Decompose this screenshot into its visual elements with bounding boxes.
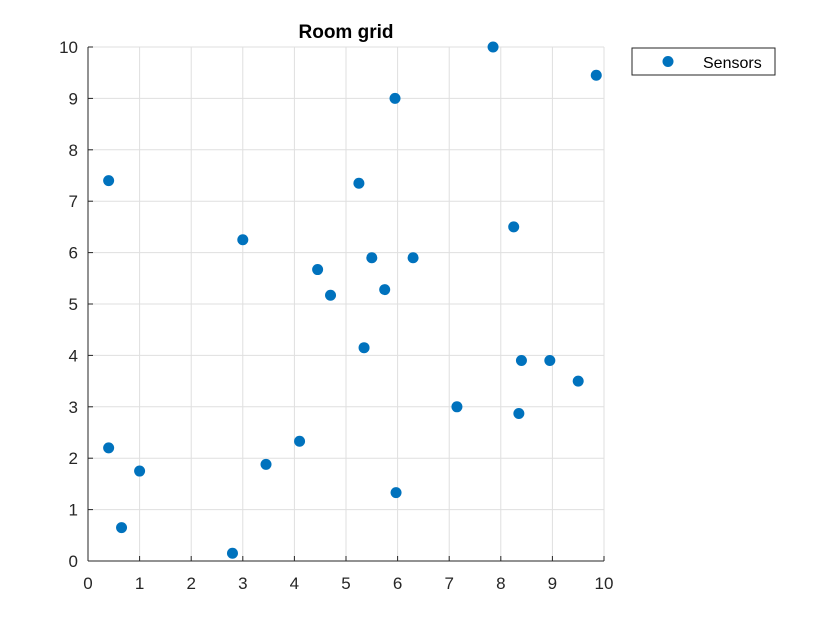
data-point-17 <box>451 401 463 413</box>
x-tick-label-5: 5 <box>341 574 350 593</box>
data-point-12 <box>366 252 378 264</box>
data-point-14 <box>389 92 401 104</box>
data-point-20 <box>513 407 525 419</box>
x-tick-label-0: 0 <box>83 574 92 593</box>
y-tick-label-10: 10 <box>59 38 78 57</box>
data-point-21 <box>515 355 527 367</box>
chart-title: Room grid <box>299 22 394 43</box>
y-tick-label-9: 9 <box>69 89 78 108</box>
y-tick-label-7: 7 <box>69 192 78 211</box>
data-point-3 <box>134 465 146 477</box>
y-tick-label-1: 1 <box>69 501 78 520</box>
x-tick-label-10: 10 <box>595 574 614 593</box>
data-point-19 <box>508 221 520 233</box>
data-point-8 <box>312 264 324 276</box>
data-point-13 <box>379 284 391 296</box>
data-point-9 <box>325 289 337 301</box>
data-point-22 <box>544 355 556 367</box>
x-tick-label-7: 7 <box>444 574 453 593</box>
data-point-2 <box>116 522 128 534</box>
x-tick-label-1: 1 <box>135 574 144 593</box>
legend: Sensors <box>631 47 776 76</box>
data-point-0 <box>103 175 115 187</box>
data-point-16 <box>407 252 419 264</box>
data-point-6 <box>260 458 272 470</box>
y-tick-label-0: 0 <box>69 552 78 571</box>
y-tick-label-2: 2 <box>69 449 78 468</box>
data-point-5 <box>237 234 249 246</box>
data-point-15 <box>390 487 402 499</box>
data-point-18 <box>487 41 499 53</box>
y-tick-label-8: 8 <box>69 141 78 160</box>
x-tick-label-3: 3 <box>238 574 247 593</box>
x-tick-label-4: 4 <box>290 574 299 593</box>
x-tick-label-2: 2 <box>186 574 195 593</box>
data-point-1 <box>103 442 115 454</box>
x-tick-label-8: 8 <box>496 574 505 593</box>
x-tick-label-9: 9 <box>548 574 557 593</box>
data-point-10 <box>353 177 365 189</box>
y-tick-label-6: 6 <box>69 244 78 263</box>
y-tick-label-5: 5 <box>69 295 78 314</box>
data-point-7 <box>294 435 306 447</box>
y-tick-label-3: 3 <box>69 398 78 417</box>
x-tick-label-6: 6 <box>393 574 402 593</box>
data-point-11 <box>358 342 370 354</box>
data-point-4 <box>226 547 238 559</box>
legend-marker-icon <box>662 56 674 67</box>
data-point-23 <box>572 375 584 387</box>
data-point-24 <box>590 69 602 81</box>
legend-box <box>631 47 776 76</box>
data-points <box>103 41 602 559</box>
y-axis-ticks: 0 1 2 3 4 5 6 7 8 9 10 <box>59 38 93 571</box>
y-tick-label-4: 4 <box>69 346 78 365</box>
legend-label-sensors: Sensors <box>703 55 762 72</box>
x-axis-ticks: 0 1 2 3 4 5 6 7 8 9 10 <box>83 556 613 593</box>
